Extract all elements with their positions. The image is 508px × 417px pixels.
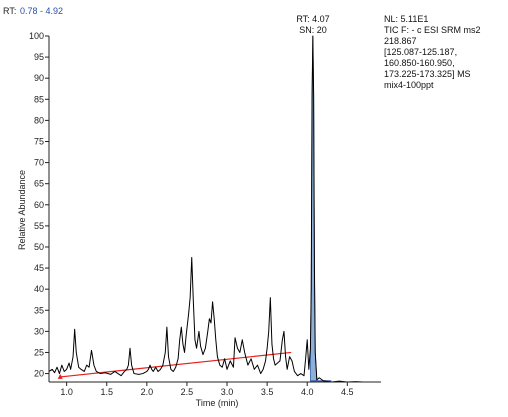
trace-layer xyxy=(48,35,381,383)
y-tick-label: 90 xyxy=(34,73,44,83)
baseline-start-marker xyxy=(57,373,63,379)
x-axis-title: Time (min) xyxy=(196,398,239,408)
baseline-layer xyxy=(57,351,332,382)
y-ticks: 20 25 30 35 40 45 50 55 60 65 70 75 80 85 90 95 100 xyxy=(29,31,49,379)
chromatogram-trace xyxy=(48,35,381,383)
x-tick-label: 2.5 xyxy=(181,387,194,397)
x-tick-label: 2.0 xyxy=(141,387,154,397)
x-tick-label: 4.0 xyxy=(301,387,314,397)
x-tick-label: 1.0 xyxy=(60,387,73,397)
x-tick-label: 4.5 xyxy=(341,387,354,397)
x-ticks: 1.0 1.5 2.0 2.5 3.0 3.5 4.0 4.5 xyxy=(60,382,354,397)
scan-info-line: 218.867 xyxy=(384,36,417,46)
y-tick-label: 30 xyxy=(34,326,44,336)
scan-info-line: 160.850-160.950, xyxy=(384,58,455,68)
y-tick-label: 95 xyxy=(34,52,44,62)
peak-rt-label: RT: 4.07 xyxy=(296,14,329,24)
y-tick-label: 55 xyxy=(34,221,44,231)
rt-range-value: 0.78 - 4.92 xyxy=(20,6,63,16)
peak-annotation: RT: 4.07 SN: 20 xyxy=(296,14,329,35)
y-tick-label: 50 xyxy=(34,242,44,252)
y-tick-label: 100 xyxy=(29,31,44,41)
scan-info-line: TIC F: - c ESI SRM ms2 xyxy=(384,25,481,35)
y-tick-label: 35 xyxy=(34,305,44,315)
y-tick-label: 25 xyxy=(34,347,44,357)
plot-area: RT: 4.07 SN: 20 xyxy=(48,14,381,383)
y-tick-label: 60 xyxy=(34,200,44,210)
x-tick-label: 3.5 xyxy=(261,387,274,397)
y-tick-label: 75 xyxy=(34,136,44,146)
x-tick-label: 3.0 xyxy=(221,387,234,397)
rt-range-label: RT: xyxy=(3,6,16,16)
scan-info-line: NL: 5.11E1 xyxy=(384,14,428,24)
scan-info-line: [125.087-125.187, xyxy=(384,47,457,57)
scan-info-line: mix4-100ppt xyxy=(384,80,434,90)
noise-baseline-line xyxy=(60,351,292,378)
y-tick-label: 20 xyxy=(34,369,44,379)
scan-info-line: 173.225-173.325] MS xyxy=(384,69,471,79)
peak-sn-label: SN: 20 xyxy=(299,25,327,35)
x-tick-label: 1.5 xyxy=(100,387,113,397)
y-tick-label: 45 xyxy=(34,263,44,273)
rt-range-header: RT: 0.78 - 4.92 xyxy=(3,6,63,16)
y-tick-label: 70 xyxy=(34,158,44,168)
y-tick-label: 40 xyxy=(34,284,44,294)
y-tick-label: 80 xyxy=(34,115,44,125)
y-axis-title: Relative Abundance xyxy=(17,170,27,250)
y-tick-label: 65 xyxy=(34,179,44,189)
y-tick-label: 85 xyxy=(34,94,44,104)
